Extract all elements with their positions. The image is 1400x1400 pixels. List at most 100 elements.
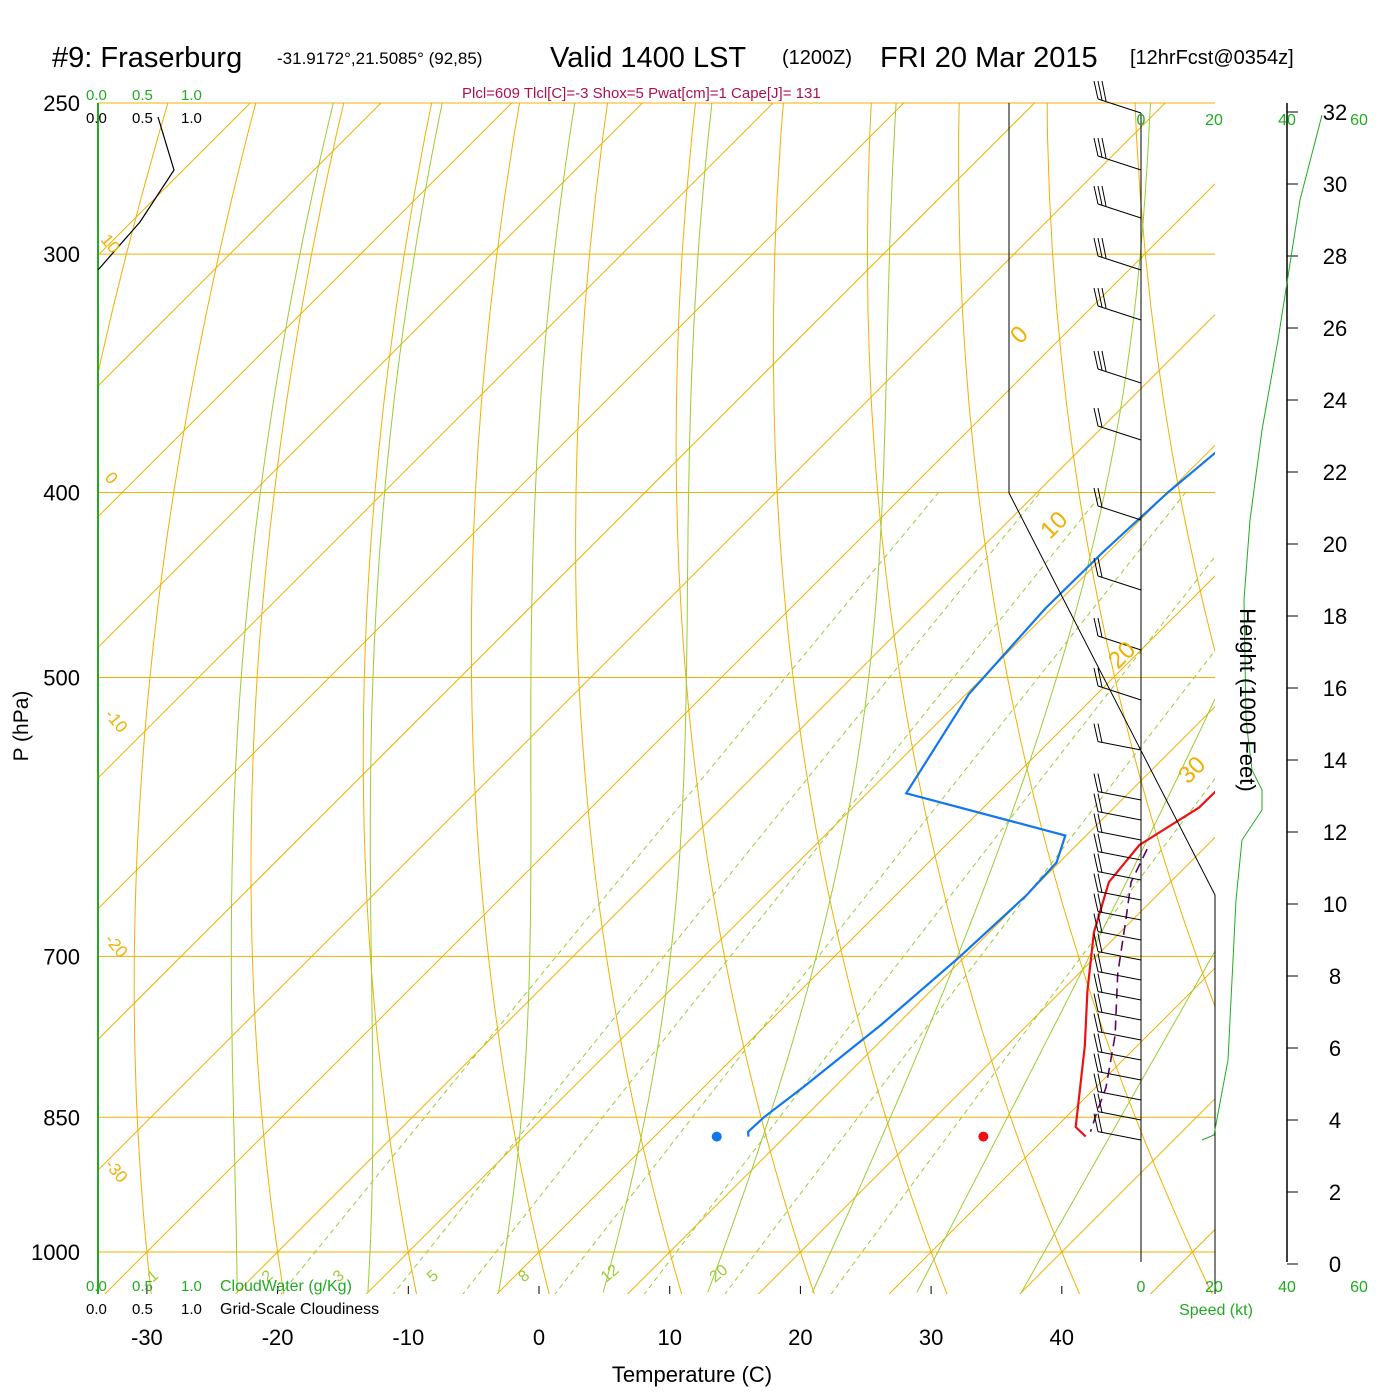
moist-adiabat-lines <box>230 103 1215 1293</box>
temp-tick-40: 40 <box>1050 1325 1074 1350</box>
wind-barb-16 <box>1097 871 1142 881</box>
plot-right-boundary <box>1008 103 1216 1294</box>
mixing-ratio-3 <box>462 492 1104 1294</box>
isotherm-20 <box>757 836 1215 1294</box>
wind-barb-flag-10-1 <box>1097 667 1103 688</box>
wind-barb-flag-6-0 <box>1093 407 1099 427</box>
wind-barb-flag-16-0 <box>1093 853 1099 872</box>
mixing-ratio-2 <box>392 492 1041 1294</box>
isotherm-label-8: 30 <box>1173 751 1211 789</box>
wind-barb-15 <box>1097 851 1142 861</box>
speed-tick-bottom-20: 20 <box>1205 1279 1223 1296</box>
wind-barb-flag-25-1 <box>1097 1033 1103 1053</box>
wind-barb-23 <box>1097 1011 1142 1021</box>
dry-adiabat-40 <box>866 103 1081 1294</box>
isotherm-label-4: -30 <box>101 1155 131 1186</box>
temp-tick-30: 30 <box>919 1325 943 1350</box>
dry-adiabat-30 <box>772 103 948 1294</box>
wind-barb-flag-0-1 <box>1097 80 1103 101</box>
wind-barb-flag-28-0 <box>1093 1093 1099 1112</box>
mixing-ratio-label-2: 2 <box>259 1267 277 1286</box>
isotherm-label-6: 10 <box>1035 506 1073 544</box>
wind-barb-flag-3-0 <box>1093 237 1099 257</box>
dry-adiabat-90 <box>1308 69 1400 1331</box>
wind-barb-flag-25-0 <box>1093 1033 1099 1052</box>
wind-barb-flag-9-0 <box>1093 617 1099 637</box>
dry-adiabat--60 <box>0 69 4 1331</box>
height-tick-32: 32 <box>1323 100 1347 125</box>
wind-barb-12 <box>1097 791 1142 801</box>
speed-tick-top-0: 0 <box>1137 112 1146 129</box>
wind-barb-flag-0-2 <box>1101 80 1107 102</box>
wind-barb-flag-1-0 <box>1093 137 1099 157</box>
wind-barb-13 <box>1097 811 1142 821</box>
wind-barb-3 <box>1097 255 1142 271</box>
mixing-ratio-lines <box>280 492 1215 1294</box>
wind-barb-flag-4-0 <box>1093 287 1099 307</box>
pressure-tick-850: 850 <box>43 1105 80 1130</box>
height-tick-12: 12 <box>1323 820 1347 845</box>
wind-barb-flag-11-0 <box>1093 723 1099 742</box>
dewpoint-profile <box>746 451 1215 1137</box>
wind-barb-flag-13-1 <box>1097 793 1103 813</box>
parcel-profile <box>1089 848 1148 1133</box>
isotherm--60 <box>98 103 905 910</box>
wind-barb-flag-17-0 <box>1093 873 1099 892</box>
dry-adiabat--20 <box>250 103 345 1294</box>
mixing-ratio-label-8: 8 <box>515 1267 533 1286</box>
wind-barb-flag-24-0 <box>1093 1013 1099 1032</box>
speed-tick-bottom-60: 60 <box>1350 1279 1368 1296</box>
temp-tick--10: -10 <box>392 1325 424 1350</box>
height-tick-20: 20 <box>1323 532 1347 557</box>
wind-barb-26 <box>1097 1071 1142 1081</box>
isobar-lines <box>98 102 1215 1253</box>
dry-adiabat-80 <box>1221 69 1400 1331</box>
wind-barb-10 <box>1097 685 1142 701</box>
wind-barb-flag-3-1 <box>1097 237 1103 258</box>
dry-adiabat-10 <box>575 103 683 1294</box>
mixing-ratio-8 <box>643 555 1215 1294</box>
isotherm-label-1: 0 <box>101 468 122 487</box>
surface-dewpoint-dot <box>711 1131 722 1142</box>
isotherm--20 <box>234 313 1215 1294</box>
wind-barb-flag-9-1 <box>1097 617 1103 638</box>
isotherm-50 <box>1149 1228 1215 1294</box>
wind-barb-28 <box>1097 1111 1142 1121</box>
wind-barb-19 <box>1097 931 1142 941</box>
wind-barb-flag-29-0 <box>1093 1113 1099 1132</box>
dry-adiabat-60 <box>1046 103 1215 1008</box>
wind-barb-17 <box>1097 891 1142 901</box>
wind-barb-24 <box>1097 1031 1142 1041</box>
wind-barb-9 <box>1097 635 1142 651</box>
mixing-ratio-label-3: 3 <box>330 1267 348 1286</box>
wind-barb-flag-14-1 <box>1097 813 1103 833</box>
temp-tick-0: 0 <box>533 1325 545 1350</box>
wind-barb-flag-21-0 <box>1093 953 1099 972</box>
wind-barb-flag-8-1 <box>1097 557 1103 578</box>
wind-barb-6 <box>1097 425 1142 441</box>
wind-barb-7 <box>1097 505 1142 521</box>
isotherm-lines <box>98 103 1215 1294</box>
pressure-tick-1000: 1000 <box>31 1240 80 1265</box>
wind-barb-4 <box>1097 305 1142 321</box>
moist-adiabat-16 <box>707 103 897 1293</box>
wind-barb-flag-18-0 <box>1093 893 1099 912</box>
cloudiness-profile <box>97 116 175 271</box>
dry-adiabat-100 <box>1394 69 1400 1331</box>
wind-barb-29 <box>1097 1131 1142 1141</box>
wind-barb-22 <box>1097 991 1142 1001</box>
height-tick-4: 4 <box>1329 1108 1341 1133</box>
height-tick-14: 14 <box>1323 748 1347 773</box>
wind-barb-20 <box>1097 951 1142 961</box>
height-tick-24: 24 <box>1323 388 1347 413</box>
dry-adiabat-20 <box>675 103 815 1294</box>
wind-barb-flag-26-0 <box>1093 1053 1099 1072</box>
isotherm--50 <box>98 103 1036 1041</box>
sounding-profiles <box>746 451 1215 1138</box>
speed-tick-top-20: 20 <box>1205 112 1223 129</box>
wind-barb-2 <box>1097 203 1142 219</box>
height-tick-30: 30 <box>1323 172 1347 197</box>
wind-barb-flag-23-1 <box>1097 993 1103 1013</box>
mixing-ratio-label-12: 12 <box>598 1261 623 1286</box>
